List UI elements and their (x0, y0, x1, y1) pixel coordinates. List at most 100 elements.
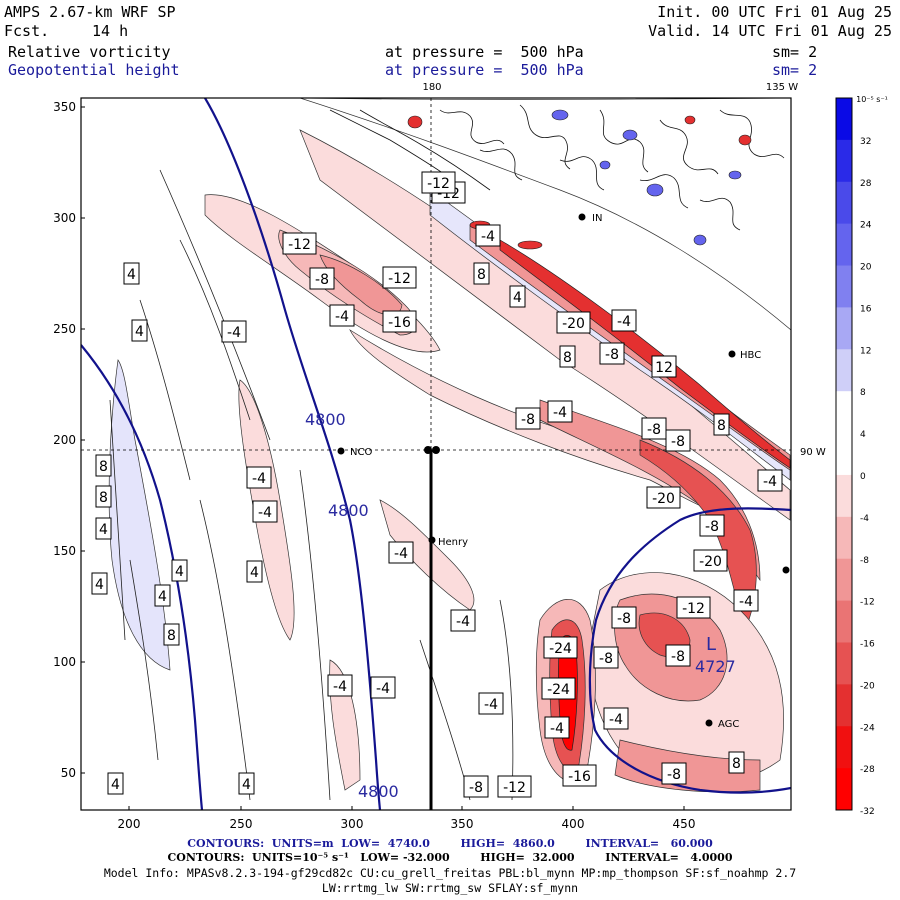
vorticity-label-box (497, 775, 532, 798)
vorticity-label-box (282, 232, 317, 255)
vorticity-label: 4 (513, 290, 522, 306)
vorticity-label: -4 (609, 712, 623, 728)
vorticity-label-box (154, 584, 171, 607)
vorticity-label-box (95, 485, 112, 508)
colorbar-tick-label: -8 (860, 556, 869, 566)
vorticity-label-box (559, 345, 576, 368)
vorticity-label: 8 (563, 350, 572, 366)
height-contour-label: 4800 (305, 410, 346, 429)
vorticity-label-box (95, 517, 112, 540)
field1-level: at pressure = 500 hPa (385, 43, 584, 61)
vorticity-label: -16 (388, 315, 411, 331)
colorbar-swatch (836, 474, 852, 518)
vorticity-label: -20 (562, 316, 585, 332)
vorticity-label-box (757, 469, 783, 492)
colorbar-tick-label: 28 (860, 179, 872, 189)
low-value-label: 4727 (695, 657, 736, 676)
vorticity-label-box (509, 285, 526, 308)
field2-level: at pressure = 500 hPa (385, 61, 584, 79)
vorticity-label-box (515, 407, 541, 430)
colorbar-tick-label: -4 (860, 514, 869, 524)
vorticity-label-box (603, 707, 629, 730)
y-tick-label: 250 (53, 322, 76, 336)
station-dots (337, 213, 790, 727)
vorticity-label: -8 (671, 649, 685, 665)
colorbar-tick-label: 8 (860, 388, 866, 398)
vorticity-label: 4 (242, 777, 251, 793)
colorbar-frame (835, 97, 853, 811)
vorticity-label-box (676, 596, 711, 619)
vorticity-label: 4 (158, 589, 167, 605)
vorticity-label: -4 (333, 679, 347, 695)
vorticity-label-box (646, 486, 681, 509)
vorticity-label-box (478, 692, 504, 715)
colorbar-tick-label: 24 (860, 221, 872, 231)
vorticity-label-box (327, 674, 353, 697)
y-tick-label: 100 (53, 655, 76, 669)
y-tick-label: 200 (53, 433, 76, 447)
vorticity-label-box (599, 342, 625, 365)
vorticity-label-box (463, 775, 489, 798)
vorticity-label-box (547, 400, 573, 423)
vorticity-label: -4 (484, 697, 498, 713)
field2-name: Geopotential height (8, 61, 180, 79)
vorticity-label: -20 (699, 554, 722, 570)
vorticity-label-box (651, 355, 677, 378)
colorbar-tick-label: -28 (860, 765, 875, 775)
vorticity-label: -4 (763, 474, 777, 490)
vorticity-label-box (91, 572, 108, 595)
vorticity-labels: -12 -12 -8 -12 -4 -16 -12 -4 4 -4 8 -20 4 -4 8 -8 -4 12 -8… (91, 171, 783, 798)
vorticity-label: -4 (553, 405, 567, 421)
vorticity-label: 8 (167, 628, 176, 644)
station-label: IN (592, 213, 602, 224)
vorticity-label-box (95, 454, 112, 477)
colorbar-swatch (836, 391, 852, 434)
vorticity-label: -12 (503, 780, 526, 796)
field2-smooth: sm= 2 (772, 61, 818, 79)
vorticity-label: -4 (550, 721, 564, 737)
vorticity-label: -8 (599, 651, 613, 667)
vorticity-label: -4 (376, 681, 390, 697)
vorticity-label-box (665, 429, 691, 452)
vorticity-label: -4 (394, 546, 408, 562)
vorticity-label: -4 (335, 309, 349, 325)
colorbar-swatch (836, 516, 852, 560)
vorticity-label-box (665, 644, 691, 667)
vorticity-label: -12 (288, 237, 311, 253)
vorticity-label-box (309, 267, 335, 290)
vorticity-label-box (611, 606, 637, 629)
colorbar-swatch (836, 433, 852, 476)
y-tick-label: 150 (53, 544, 76, 558)
footer-height-contours: CONTOURS: UNITS=m LOW= 4740.0 HIGH= 4860… (187, 837, 713, 850)
vorticity-label: -4 (227, 325, 241, 341)
lon-label-90w: 90 W (800, 447, 826, 458)
station-label: AGC (718, 719, 739, 730)
vorticity-label: 4 (250, 565, 259, 581)
field1-smooth: sm= 2 (772, 43, 818, 61)
vorticity-label: -12 (682, 601, 705, 617)
vorticity-label-box (246, 466, 272, 489)
station-label: NCO (350, 447, 372, 458)
vorticity-label: 8 (477, 267, 486, 283)
vorticity-label: -4 (252, 471, 266, 487)
vorticity-label: -20 (652, 491, 675, 507)
colorbar-swatch (836, 139, 852, 183)
colorbar-swatch (836, 181, 852, 225)
forecast-value: 14 h (92, 22, 129, 40)
vorticity-label: 4 (175, 564, 184, 580)
vorticity-label-box (733, 589, 759, 612)
vorticity-label-box (475, 224, 501, 247)
x-tick-label: 300 (341, 817, 364, 831)
vorticity-label: -4 (456, 614, 470, 630)
lon-label-180: 180 (422, 82, 441, 93)
vorticity-label: -12 (388, 271, 411, 287)
vorticity-label-box (123, 262, 140, 285)
vorticity-label-box (693, 549, 728, 572)
colorbar-swatch (836, 768, 852, 811)
vorticity-label-box (611, 309, 637, 332)
lon-label-135w: 135 W (766, 82, 798, 93)
low-marker: L (706, 634, 716, 655)
x-tick-label: 200 (118, 817, 141, 831)
colorbar-swatch (836, 265, 852, 308)
